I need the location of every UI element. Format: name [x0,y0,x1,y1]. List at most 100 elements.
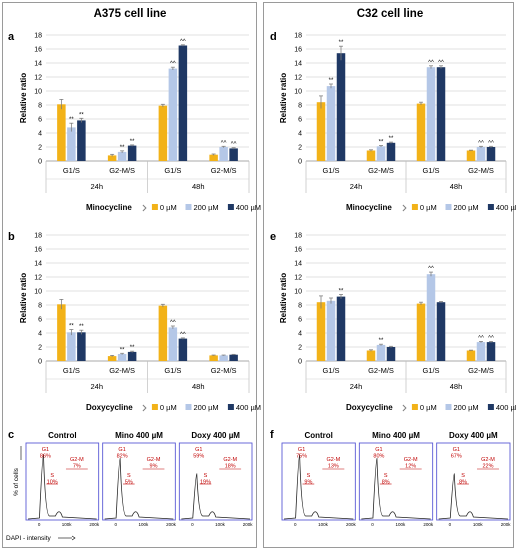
chart-d-ytick-label: 2 [298,145,302,152]
flow-f-g2m-gate-label: G2-M [404,457,418,463]
chart-e-bar [476,342,486,361]
flow-c-title: Control [48,431,76,440]
chart-b-ytick-label: 16 [34,247,42,254]
chart-a-significance-mark: ** [79,112,84,118]
chart-b-time-label: 48h [192,382,205,391]
flow-c-g1-gate-label: 86% [40,454,51,460]
chart-e-bar [466,350,476,361]
chart-a-legend-swatch [185,204,192,210]
flow-c-histogram-frame [178,442,253,521]
chart-d-bar [416,103,426,161]
chart-d-category-label: G1/S [422,166,439,175]
flow-f-tick-label: 100k [473,522,484,527]
flow-c-g1-gate-label: G1 [42,447,49,453]
chart-d-legend-drug: Minocycline [346,203,392,212]
chart-d-category-label: G1/S [322,166,339,175]
chart-a-bar [168,68,178,161]
chart-d-bar [376,146,386,161]
flow-f-g2m-gate-label: 13% [328,464,339,470]
chart-b-bar [127,351,137,361]
chart-a-bar [77,120,86,161]
chart-b-significance-mark: ** [79,324,84,330]
chart-b-legend-label: 200 µM [194,403,219,412]
flow-f-s-gate-label: S [461,473,465,479]
flow-c-title: Doxy 400 µM [191,431,240,440]
chart-b-category-label: G2-M/S [211,366,237,375]
chart-a-ytick-label: 0 [38,159,42,166]
flow-f-s-gate-label: 8% [382,480,390,486]
chart-d-significance-mark: ** [339,40,344,46]
flow-f-g1-gate-label: 75% [296,454,307,460]
flow-f-tick-label: 200k [501,522,512,527]
flow-c-histogram-curve [104,457,174,520]
chart-e-significance-mark: ^^ [478,335,484,341]
chart-d-significance-mark: ^^ [478,140,484,146]
chart-e-ytick-label: 2 [298,345,302,352]
right-column-title: C32 cell line [357,8,423,20]
right-column-frame [263,2,514,548]
chart-e-ytick-label: 18 [294,233,302,240]
chart-a-ytick-label: 8 [38,103,42,110]
chart-e-bar [326,300,336,361]
chart-b-ylabel: Relative ratio [19,273,28,323]
chart-e-legend-label: 0 µM [420,403,437,412]
chart-b-bar [117,354,127,361]
chart-d-ytick-label: 0 [298,159,302,166]
flow-c-tick-label: 100k [215,522,226,527]
flow-c-histogram-frame [25,442,100,521]
chart-a-legend-label: 0 µM [160,203,177,212]
chart-a-significance-mark: ** [69,117,74,123]
flow-c-histogram-curve [27,454,97,520]
chart-e-ytick-label: 6 [298,317,302,324]
chart-d-ylabel: Relative ratio [279,73,288,123]
chart-a-bar [57,104,66,161]
chart-e-legend-label: 200 µM [454,403,479,412]
chart-a-category-label: G1/S [164,166,181,175]
flow-f-title: Control [304,431,332,440]
flow-f-s-gate-label: 8% [459,480,467,486]
chart-a-letter: a [8,31,15,43]
chart-b-bar [219,355,228,361]
chart-d-legend-label: 0 µM [420,203,437,212]
flow-c-g2m-gate-label: 18% [225,464,236,470]
chart-d-category-label: G2-M/S [368,166,394,175]
chart-d-legend-chevron-icon [402,204,407,212]
chart-e-bar [426,274,436,361]
chart-b-ytick-label: 12 [34,275,42,282]
flow-c-g2m-gate-label: G2-M [70,457,84,463]
chart-b-significance-mark: ** [69,324,74,330]
chart-d-bar [386,142,396,161]
flow-c-s-gate-label: S [204,473,208,479]
chart-e-ytick-label: 0 [298,359,302,366]
chart-d-time-label: 48h [450,182,463,191]
chart-d-bar [366,150,376,161]
chart-d-ytick-label: 16 [294,47,302,54]
flow-c-histogram-frame [102,442,176,521]
left-column-frame [2,2,257,548]
flow-c-histogram-curve [181,473,251,520]
flow-f-g2m-gate-label: 22% [482,464,493,470]
flow-c-tick-label: 100k [138,522,149,527]
chart-e-ytick-label: 16 [294,247,302,254]
flow-c-g2m-gate-label: G2-M [147,457,161,463]
chart-a-category-label: G1/S [63,166,80,175]
chart-a-significance-mark: ^^ [180,39,186,45]
chart-b-ytick-label: 10 [34,289,42,296]
chart-a-legend-swatch [151,204,158,210]
chart-a-ytick-label: 2 [38,145,42,152]
chart-d-significance-mark: ** [379,140,384,146]
chart-b-significance-mark: ** [120,347,125,353]
chart-e-category-label: G1/S [322,366,339,375]
chart-b-category-label: G1/S [164,366,181,375]
chart-e-legend-label: 400 µM [496,403,516,412]
flow-f-tick-label: 0 [449,522,452,527]
flow-c-s-gate-label: 5% [125,480,133,486]
flow-f-g1-gate-label: 67% [451,454,462,460]
chart-e-legend-swatch [445,404,452,410]
flow-f-histogram-curve [283,454,354,520]
chart-a-time-label: 24h [90,182,103,191]
flow-f-g1-gate-label: G1 [453,447,460,453]
chart-d-ytick-label: 14 [294,61,302,68]
flow-c-g1-gate-label: 59% [193,454,204,460]
chart-b-ytick-label: 2 [38,345,42,352]
